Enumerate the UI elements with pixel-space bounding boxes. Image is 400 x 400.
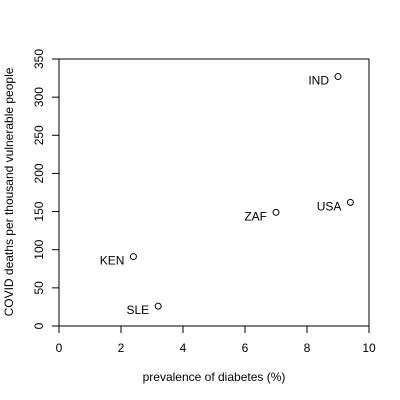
y-tick-label: 300 — [32, 87, 46, 107]
x-tick-label: 10 — [362, 341, 376, 355]
data-point — [129, 253, 137, 261]
point-label: SLE — [127, 303, 150, 317]
data-point — [154, 302, 162, 310]
data-point — [334, 73, 342, 81]
x-tick-label: 6 — [242, 341, 249, 355]
y-tick-label: 50 — [32, 281, 46, 295]
y-axis-label: COVID deaths per thousand vulnerable peo… — [2, 67, 16, 316]
data-points: IND USA ZAF KEN SLE — [100, 73, 354, 317]
x-axis: 0 2 4 6 8 10 — [56, 326, 376, 355]
point-label: ZAF — [244, 209, 267, 223]
x-tick-label: 8 — [304, 341, 311, 355]
y-tick-label: 350 — [32, 49, 46, 69]
y-tick-label: 0 — [32, 322, 46, 329]
y-tick-label: 150 — [32, 201, 46, 221]
plot-frame — [58, 58, 370, 327]
data-point — [272, 208, 280, 216]
y-tick-label: 200 — [32, 163, 46, 183]
y-tick-label: 250 — [32, 125, 46, 145]
point-label: IND — [308, 74, 329, 88]
x-tick-label: 0 — [56, 341, 63, 355]
data-point — [346, 198, 354, 206]
y-tick-label: 100 — [32, 239, 46, 259]
y-axis: 0 50 100 150 200 250 300 350 — [32, 49, 59, 329]
point-label: KEN — [100, 254, 125, 268]
x-tick-label: 4 — [180, 341, 187, 355]
point-label: USA — [317, 199, 342, 213]
x-axis-label: prevalence of diabetes (%) — [143, 370, 286, 384]
x-tick-label: 2 — [118, 341, 125, 355]
